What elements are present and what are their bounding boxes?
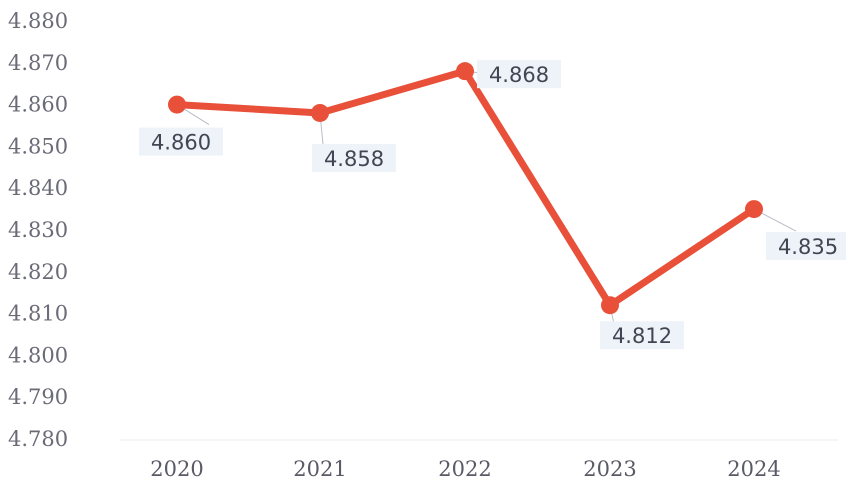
y-tick-label: 4.820 (8, 260, 68, 284)
data-label-background (600, 321, 684, 350)
series-line (173, 67, 758, 309)
data-label: 4.860 (151, 131, 211, 155)
y-tick-label: 4.880 (8, 9, 68, 33)
x-tick-label: 2022 (438, 457, 491, 480)
data-label-background (477, 60, 561, 89)
y-tick-label: 4.780 (8, 427, 68, 451)
data-label-background (312, 143, 396, 172)
data-point (311, 103, 329, 122)
data-label: 4.835 (778, 235, 838, 259)
x-tick-label: 2021 (293, 457, 346, 480)
x-tick-label: 2024 (727, 457, 780, 480)
y-tick-label: 4.840 (8, 176, 68, 200)
x-tick-label: 2020 (150, 457, 203, 480)
data-labels: 4.860 4.858 4.868 4.812 4.835 (139, 60, 846, 350)
y-tick-label: 4.810 (8, 302, 68, 326)
y-tick-label: 4.800 (8, 343, 68, 367)
y-tick-label: 4.860 (8, 93, 68, 117)
data-markers (168, 62, 763, 315)
data-label-background (139, 127, 223, 156)
data-point (168, 95, 186, 114)
y-tick-label: 4.830 (8, 218, 68, 242)
x-axis-ticks: 2020 2021 2022 2023 2024 (150, 457, 780, 480)
y-tick-label: 4.870 (8, 51, 68, 75)
data-point (745, 200, 763, 219)
data-label-background (766, 232, 846, 261)
y-tick-label: 4.790 (8, 385, 68, 409)
data-point (456, 62, 474, 81)
data-point (601, 296, 619, 315)
x-tick-label: 2023 (583, 457, 636, 480)
data-label: 4.868 (489, 63, 549, 87)
y-tick-label: 4.850 (8, 134, 68, 158)
series-group (173, 67, 758, 309)
data-label: 4.812 (612, 324, 672, 348)
data-label: 4.858 (324, 147, 384, 171)
y-axis-ticks: 4.880 4.870 4.860 4.850 4.840 4.830 4.820 4.810… (8, 9, 68, 451)
